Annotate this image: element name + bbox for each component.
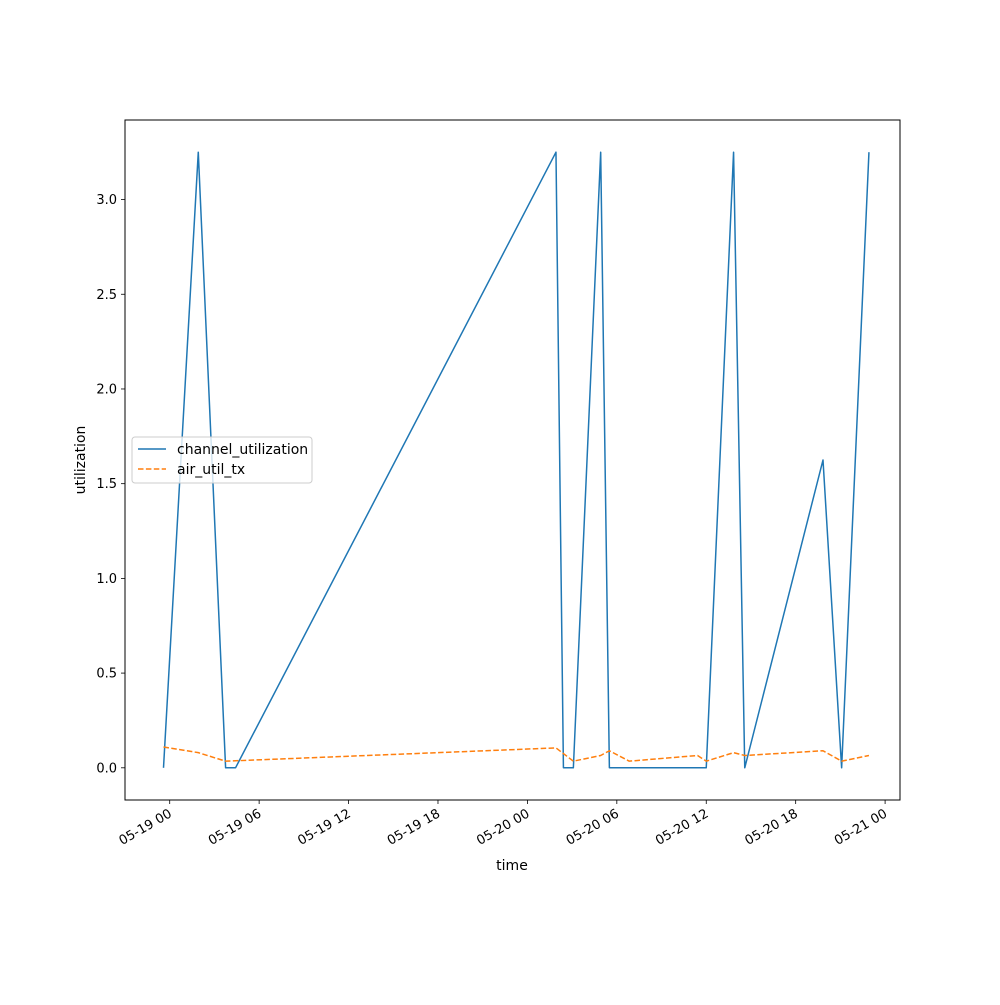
x-tick-label: 05-21 00 [832, 806, 890, 848]
x-axis-ticks: 05-19 00 05-19 06 05-19 12 05-19 18 05-20 00… [117, 800, 891, 849]
x-tick-label: 05-20 00 [474, 806, 532, 848]
x-tick-label: 05-19 18 [385, 806, 443, 848]
x-axis-label: time [496, 858, 528, 874]
y-tick-label: 3.0 [96, 193, 117, 208]
legend-label-channel-utilization: channel_utilization [177, 442, 308, 458]
legend: channel_utilization air_util_tx [132, 437, 312, 483]
legend-label-air-util-tx: air_util_tx [177, 462, 245, 478]
y-tick-label: 0.5 [96, 667, 117, 682]
y-tick-label: 2.0 [96, 382, 117, 397]
series-line-air-util-tx [164, 747, 869, 761]
y-tick-label: 1.0 [96, 572, 117, 587]
x-tick-label: 05-20 12 [653, 806, 711, 848]
y-axis-ticks: 0.0 0.5 1.0 1.5 2.0 2.5 3.0 [96, 193, 125, 776]
y-tick-label: 0.0 [96, 761, 117, 776]
x-tick-label: 05-19 06 [206, 806, 264, 848]
y-axis-label: utilization [73, 426, 89, 495]
x-tick-label: 05-19 00 [117, 806, 175, 848]
y-tick-label: 2.5 [96, 288, 117, 303]
x-tick-label: 05-20 06 [564, 806, 622, 848]
y-tick-label: 1.5 [96, 477, 117, 492]
x-tick-label: 05-19 12 [295, 806, 353, 848]
x-tick-label: 05-20 18 [743, 806, 801, 848]
